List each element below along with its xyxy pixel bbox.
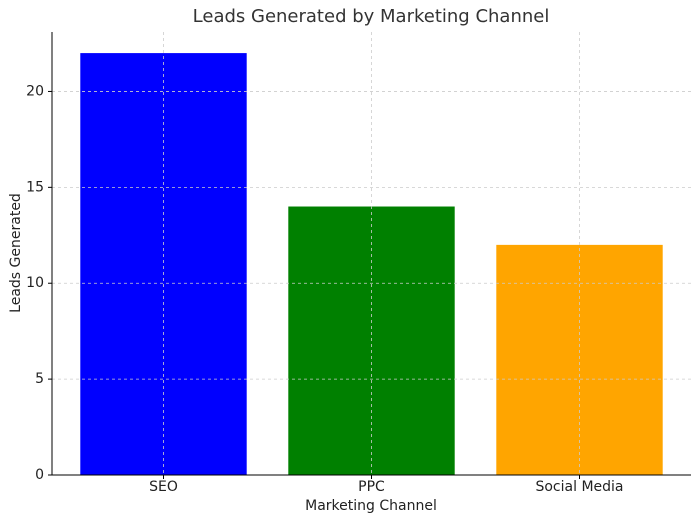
x-tick-label: PPC	[358, 479, 385, 495]
x-axis-label: Marketing Channel	[305, 498, 437, 514]
y-axis-label: Leads Generated	[8, 193, 24, 313]
x-tick-label: SEO	[149, 479, 178, 495]
y-tick-label: 20	[26, 83, 44, 99]
y-tick-label: 5	[35, 371, 44, 387]
x-tick-label: Social Media	[535, 479, 623, 495]
y-tick-label: 15	[26, 179, 44, 195]
chart-title: Leads Generated by Marketing Channel	[193, 6, 550, 27]
y-tick-label: 10	[26, 275, 44, 291]
y-tick-label: 0	[35, 467, 44, 483]
